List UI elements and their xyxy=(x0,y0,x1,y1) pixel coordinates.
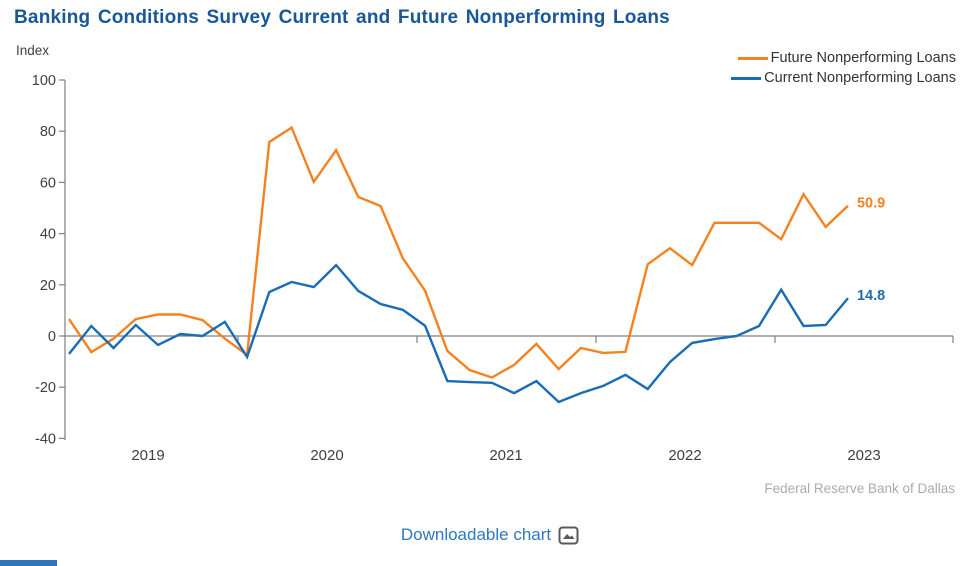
downloadable-chart-link[interactable]: Downloadable chart xyxy=(401,525,579,545)
current-end-value-label: 14.8 xyxy=(857,288,885,304)
y-tick-label: -20 xyxy=(35,380,56,396)
y-tick-label: 100 xyxy=(32,73,56,89)
current-line xyxy=(68,263,849,404)
future-line xyxy=(68,125,849,379)
x-tick-label: 2023 xyxy=(847,447,880,464)
y-tick-label: 40 xyxy=(40,227,56,243)
source-credit: Federal Reserve Bank of Dallas xyxy=(764,481,955,496)
future-end-value-label: 50.9 xyxy=(857,196,885,212)
x-tick-label: 2019 xyxy=(131,447,164,464)
legend-label-future: Future Nonperforming Loans xyxy=(770,50,956,66)
footer-bar xyxy=(0,560,57,566)
index-axis-label: Index xyxy=(16,43,50,58)
x-tick-label: 2021 xyxy=(489,447,522,464)
legend-item-future: Future Nonperforming Loans xyxy=(731,48,956,68)
current-line-swatch xyxy=(731,76,762,80)
image-icon xyxy=(558,526,579,544)
future-line-swatch xyxy=(737,56,768,60)
y-tick-label: 0 xyxy=(48,329,56,345)
chart-svg: 100 80 60 40 20 0 -20 -40 2019 2020 2021 2022 2023 50… xyxy=(32,73,954,464)
legend-item-current: Current Nonperforming Loans xyxy=(731,68,956,88)
downloadable-chart-label: Downloadable chart xyxy=(400,525,552,544)
x-tick-label: 2020 xyxy=(310,447,343,464)
y-tick-label: -40 xyxy=(35,431,56,447)
y-tick-label: 80 xyxy=(40,124,56,140)
legend-label-current: Current Nonperforming Loans xyxy=(764,70,956,86)
page-title: Banking Conditions Survey Current and Fu… xyxy=(14,7,670,28)
download-row: Downloadable chart xyxy=(0,525,980,545)
x-tick-label: 2022 xyxy=(668,447,701,464)
y-tick-label: 20 xyxy=(40,278,56,294)
y-tick-label: 60 xyxy=(40,175,56,191)
legend: Future Nonperforming Loans Current Nonpe… xyxy=(731,48,956,88)
